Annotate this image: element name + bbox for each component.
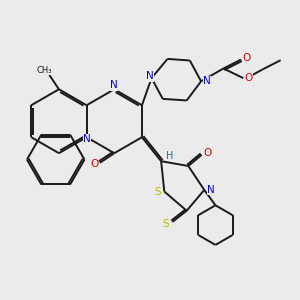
Text: N: N xyxy=(110,80,118,90)
Text: CH₃: CH₃ xyxy=(37,66,52,75)
Text: N: N xyxy=(146,71,154,82)
Text: N: N xyxy=(83,134,91,144)
Text: N: N xyxy=(207,185,214,195)
Text: S: S xyxy=(163,218,169,229)
Text: O: O xyxy=(243,53,251,63)
Text: O: O xyxy=(203,148,211,158)
Text: H: H xyxy=(167,152,174,161)
Text: O: O xyxy=(90,159,98,170)
Text: O: O xyxy=(244,73,253,83)
Text: N: N xyxy=(203,76,211,86)
Text: S: S xyxy=(154,187,160,196)
